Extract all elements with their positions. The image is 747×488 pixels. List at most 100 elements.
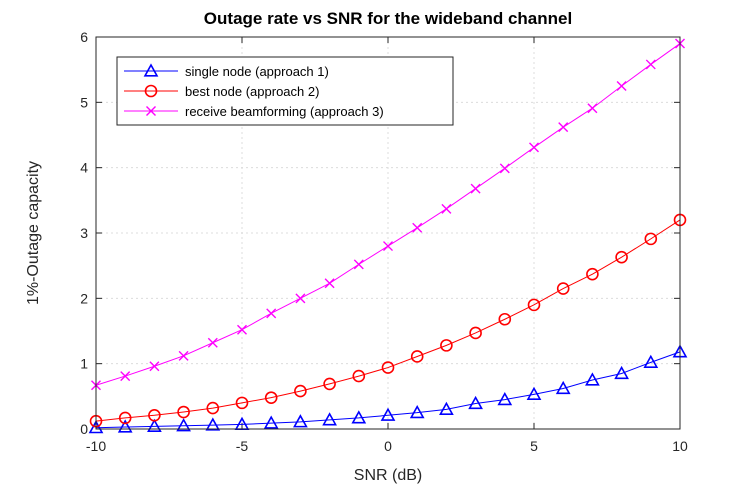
data-point-beamforming bbox=[383, 241, 393, 252]
data-point-beamforming bbox=[353, 259, 364, 270]
data-point-single-node bbox=[468, 395, 483, 410]
data-point-single-node bbox=[614, 365, 629, 380]
data-point-beamforming-stroke-b bbox=[178, 350, 189, 361]
y-tick-label: 2 bbox=[80, 290, 88, 306]
data-point-beamforming bbox=[587, 103, 598, 114]
data-point-best-node bbox=[148, 408, 161, 422]
data-point-beamforming-stroke-b bbox=[149, 361, 160, 372]
y-tick-label: 6 bbox=[80, 29, 88, 45]
data-point-beamforming-stroke-b bbox=[412, 222, 423, 233]
series-beamforming bbox=[91, 38, 685, 391]
series-line-single-node bbox=[95, 351, 681, 429]
legend-label-beamforming: receive beamforming (approach 3) bbox=[185, 104, 384, 119]
data-point-beamforming-stroke-b bbox=[529, 142, 539, 153]
data-point-single-node bbox=[88, 420, 104, 434]
chart-title: Outage rate vs SNR for the wideband chan… bbox=[204, 9, 572, 28]
data-point-beamforming-stroke-b bbox=[645, 59, 656, 70]
data-point-single-node bbox=[409, 405, 425, 419]
data-point-beamforming bbox=[120, 371, 131, 382]
data-point-beamforming-stroke-b bbox=[266, 308, 277, 319]
data-point-best-node bbox=[118, 411, 132, 425]
data-point-beamforming bbox=[178, 350, 189, 361]
data-point-beamforming-stroke-b bbox=[470, 183, 481, 194]
data-point-beamforming-stroke-b bbox=[499, 163, 510, 174]
data-point-best-node bbox=[235, 396, 249, 410]
data-point-beamforming bbox=[558, 122, 569, 133]
data-point-single-node bbox=[176, 418, 191, 432]
y-tick-label: 0 bbox=[80, 421, 88, 437]
data-point-beamforming bbox=[616, 81, 627, 91]
data-point-beamforming bbox=[324, 278, 335, 289]
data-point-beamforming-stroke-b bbox=[383, 241, 393, 252]
data-point-single-node bbox=[526, 386, 542, 400]
plot-area-frame bbox=[95, 36, 681, 430]
data-point-beamforming bbox=[470, 183, 481, 194]
data-point-best-node bbox=[294, 384, 307, 398]
data-point-best-node bbox=[410, 350, 424, 363]
data-point-beamforming bbox=[499, 163, 510, 174]
data-point-beamforming-stroke-b bbox=[120, 371, 131, 382]
data-point-beamforming-stroke-b bbox=[237, 324, 247, 335]
data-point-best-node bbox=[352, 369, 366, 383]
data-point-best-node bbox=[527, 298, 541, 312]
series-layer bbox=[88, 38, 688, 434]
data-point-single-node bbox=[263, 415, 279, 429]
data-point-beamforming-stroke-b bbox=[353, 259, 364, 270]
legend-label-best-node: best node (approach 2) bbox=[185, 84, 319, 99]
data-point-single-node bbox=[147, 418, 162, 432]
data-point-beamforming-stroke-b bbox=[207, 337, 218, 348]
data-point-best-node bbox=[323, 377, 336, 391]
legend-marker-beamforming bbox=[146, 106, 156, 116]
data-point-best-node bbox=[469, 326, 482, 340]
data-point-best-node bbox=[556, 282, 570, 295]
data-point-single-node bbox=[293, 414, 308, 428]
legend-marker-best-node bbox=[144, 84, 158, 98]
legend-marker-single-node bbox=[143, 63, 159, 77]
x-tick-label: -5 bbox=[236, 438, 249, 454]
legend-label-single-node: single node (approach 1) bbox=[185, 64, 329, 79]
data-point-single-node bbox=[497, 391, 513, 406]
data-point-beamforming-stroke-b bbox=[587, 103, 598, 114]
data-point-beamforming bbox=[645, 59, 656, 70]
data-point-beamforming bbox=[237, 324, 247, 335]
data-point-best-node bbox=[586, 267, 599, 281]
data-point-beamforming-stroke-b bbox=[441, 203, 452, 214]
data-point-beamforming bbox=[412, 222, 423, 233]
data-point-best-node bbox=[498, 312, 512, 326]
data-point-single-node bbox=[351, 410, 367, 424]
series-best-node bbox=[89, 213, 687, 428]
legend-marker-beamforming-stroke-b bbox=[146, 106, 156, 116]
data-point-beamforming-stroke-b bbox=[324, 278, 335, 289]
data-point-best-node bbox=[177, 405, 190, 419]
data-point-best-node bbox=[206, 401, 220, 415]
data-point-beamforming bbox=[529, 142, 539, 153]
data-point-best-node bbox=[381, 361, 395, 374]
data-point-single-node bbox=[322, 412, 337, 426]
x-axis-label: SNR (dB) bbox=[354, 467, 422, 484]
data-point-beamforming bbox=[295, 293, 306, 304]
series-line-best-node bbox=[95, 219, 681, 422]
data-point-best-node bbox=[440, 339, 453, 352]
data-point-single-node bbox=[380, 407, 396, 421]
x-tick-label: 0 bbox=[384, 438, 392, 454]
data-point-beamforming bbox=[266, 308, 277, 319]
data-point-single-node bbox=[585, 372, 600, 386]
y-tick-label: 3 bbox=[80, 225, 88, 241]
legend: single node (approach 1) best node (appr… bbox=[116, 56, 454, 126]
y-tick-label: 1 bbox=[80, 356, 88, 372]
y-axis-label: 1%-Outage capacity bbox=[25, 161, 42, 305]
data-point-single-node bbox=[643, 354, 659, 368]
data-point-single-node bbox=[555, 380, 571, 395]
data-point-beamforming bbox=[441, 203, 452, 214]
x-tick-label: -10 bbox=[86, 438, 106, 454]
y-tick-label: 4 bbox=[80, 160, 88, 176]
data-point-beamforming-stroke-b bbox=[616, 81, 627, 91]
data-point-best-node bbox=[615, 250, 628, 264]
data-point-single-node bbox=[205, 417, 221, 431]
data-point-best-node bbox=[644, 232, 658, 246]
data-point-beamforming bbox=[207, 337, 218, 348]
data-point-best-node bbox=[264, 391, 278, 404]
y-tick-label: 5 bbox=[80, 94, 88, 110]
x-tick-label: 5 bbox=[530, 438, 538, 454]
